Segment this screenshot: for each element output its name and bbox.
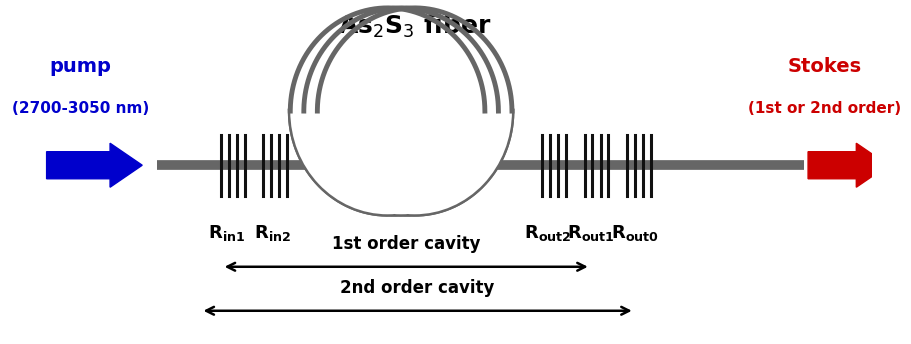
- Text: $\mathbf{R_{in2}}$: $\mathbf{R_{in2}}$: [253, 223, 291, 243]
- Text: $\mathbf{R_{in1}}$: $\mathbf{R_{in1}}$: [208, 223, 245, 243]
- Ellipse shape: [317, 8, 511, 214]
- Text: pump: pump: [49, 57, 111, 76]
- Text: 1st order cavity: 1st order cavity: [332, 235, 480, 253]
- Text: 2nd order cavity: 2nd order cavity: [340, 279, 495, 297]
- FancyArrow shape: [807, 143, 887, 187]
- Text: $\mathbf{R_{out1}}$: $\mathbf{R_{out1}}$: [567, 223, 614, 243]
- Text: (2700-3050 nm): (2700-3050 nm): [12, 101, 148, 116]
- Ellipse shape: [290, 8, 485, 214]
- Text: Stokes: Stokes: [787, 57, 861, 76]
- Text: As$_2$S$_3$ fiber: As$_2$S$_3$ fiber: [337, 13, 491, 40]
- Text: $\mathbf{R_{out2}}$: $\mathbf{R_{out2}}$: [523, 223, 570, 243]
- FancyArrow shape: [46, 143, 142, 187]
- Text: $\mathbf{R_{out0}}$: $\mathbf{R_{out0}}$: [610, 223, 658, 243]
- Text: (1st or 2nd order): (1st or 2nd order): [748, 101, 901, 116]
- Ellipse shape: [303, 8, 498, 214]
